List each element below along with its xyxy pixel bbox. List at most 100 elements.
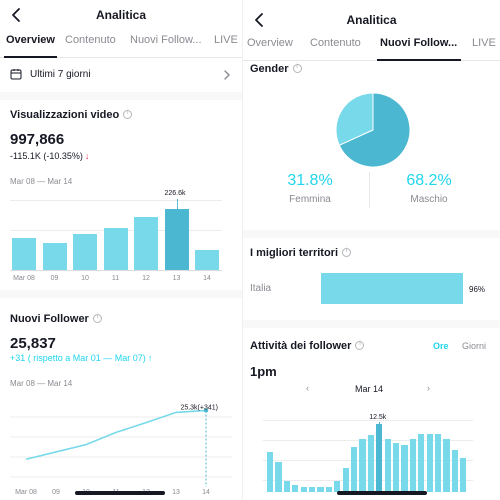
navbar: Analitica [243,0,500,30]
chart-x-tick: 12 [142,275,150,282]
territories-title: I migliori territori [250,247,352,259]
territory-percent: 96% [469,285,486,294]
info-icon[interactable] [123,109,133,119]
gender-title-text: Gender [250,63,289,75]
activity-date: Mar 14 [355,384,384,394]
next-day-icon[interactable]: › [427,383,430,393]
section-divider [243,230,500,238]
tab-contenuto[interactable]: Contenuto [65,34,116,46]
territory-name: Italia [250,283,272,294]
chart-bar [267,452,274,492]
tab-bar: Overview Contenuto Nuovi Follow... LIVE [243,34,500,61]
tab-live[interactable]: LIVE [214,34,238,46]
back-arrow-icon[interactable] [251,11,269,29]
chart-bar [309,487,316,492]
tab-nuovi-follower[interactable]: Nuovi Follow... [380,37,458,49]
gender-pie-chart [335,92,411,168]
chart-x-tick: 13 [172,275,181,282]
chart-bar [359,439,366,492]
chart-bar [401,445,408,492]
pie-slice-maschio [338,92,411,168]
territory-bar [321,273,463,304]
active-tab-indicator [377,59,461,61]
new-followers-title: Nuovi Follower [10,313,102,325]
section-divider [0,290,242,298]
chart-bar [300,487,307,492]
date-range-selector[interactable]: Ultimi 7 giorni [0,59,242,91]
male-percent: 68.2% [406,172,452,189]
chart-x-tick: 10 [81,275,89,282]
tab-nuovi-follower[interactable]: Nuovi Follow... [130,34,202,46]
chart-bar [426,434,433,492]
video-views-value: 997,866 [10,131,65,148]
chart-gridline [263,420,473,421]
callout-line [379,422,381,424]
toggle-hours[interactable]: Ore [433,341,449,351]
page-title: Analitica [95,8,146,22]
calendar-icon [10,69,22,80]
chart-bar [195,250,219,270]
activity-hour: 1pm [250,364,277,379]
prev-day-icon[interactable]: ‹ [306,383,309,393]
toggle-days[interactable]: Giorni [462,341,487,351]
chart-bar [342,468,349,492]
navbar: Analitica [0,0,242,30]
chart-bar [418,434,425,492]
chart-bar [42,243,67,270]
chart-bar [351,447,358,492]
chart-bar [451,450,458,492]
chart-x-tick: Mar 08 [13,275,35,282]
new-followers-chart: Mar 0809101112131425.3k(+341) [10,404,232,496]
info-icon[interactable] [342,247,352,257]
info-icon[interactable] [92,313,102,323]
activity-title: Attività dei follower [250,340,365,352]
chart-bar [367,435,374,492]
tab-overview[interactable]: Overview [6,34,55,46]
activity-title-text: Attività dei follower [250,340,352,352]
home-indicator [337,491,427,495]
chart-bar [435,434,442,492]
section-divider [243,320,500,328]
tab-overview[interactable]: Overview [247,37,293,49]
video-views-delta: -115.1K (-10.35%) ↓ [10,151,89,161]
video-views-title: Visualizzazioni video [10,109,133,121]
followers-line [25,409,207,461]
chart-bar [73,234,97,270]
back-arrow-icon[interactable] [8,6,26,24]
chart-x-tick: 11 [111,275,120,282]
gender-divider [369,172,370,208]
chart-bar [134,217,158,270]
tab-contenuto[interactable]: Contenuto [310,37,361,49]
chart-bar [384,439,391,492]
chart-baseline [10,270,222,271]
chart-bar [283,481,290,492]
new-followers-range: Mar 08 — Mar 14 [10,379,73,388]
chart-bar [460,458,467,492]
home-indicator [75,491,165,495]
new-followers-value: 25,837 [10,335,56,352]
info-icon[interactable] [292,63,302,73]
gender-title: Gender [250,63,302,75]
date-range-label: Ultimi 7 giorni [30,69,91,80]
chart-callout: 25.3k(+341) [180,404,218,411]
chart-bar [164,209,189,270]
tab-live[interactable]: LIVE [472,37,496,49]
chart-x-tick: 09 [50,275,59,282]
chart-bar [325,487,332,492]
female-percent: 31.8% [287,172,333,189]
chart-bar [334,481,341,492]
new-followers-delta: +31 ( rispetto a Mar 01 — Mar 07) ↑ [10,353,152,363]
chart-bar [317,487,324,492]
chart-callout: 12.5k [369,414,387,421]
arrow-up-icon: ↑ [147,353,153,363]
chart-x-tick: 14 [203,275,211,282]
video-views-range: Mar 08 — Mar 14 [10,177,73,186]
analytics-overview-screen: Analitica Overview Contenuto Nuovi Follo… [0,0,242,500]
chart-bar [103,228,128,270]
chart-x-tick: 14 [202,489,210,496]
video-views-delta-text: -115.1K (-10.35%) [10,151,83,161]
section-divider [0,92,242,100]
info-icon[interactable] [355,340,365,350]
video-views-title-text: Visualizzazioni video [10,109,120,121]
chevron-right-icon [224,70,230,80]
